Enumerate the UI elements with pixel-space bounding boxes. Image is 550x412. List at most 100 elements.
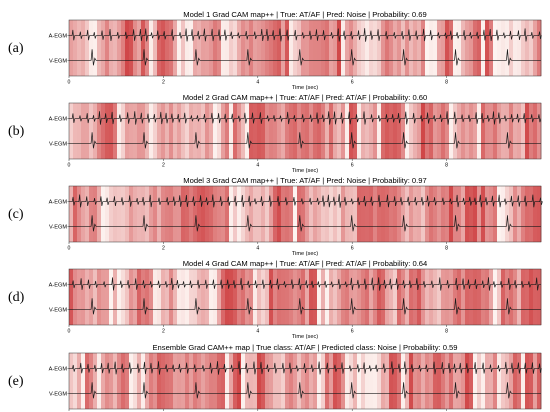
heatmap-cell [465, 103, 470, 159]
heatmap-cell [337, 353, 342, 409]
heatmap-cell [241, 20, 246, 76]
heatmap-cell [517, 353, 522, 409]
heatmap-cell [529, 20, 534, 76]
heatmap-cell [177, 186, 182, 242]
heatmap-cell [461, 186, 466, 242]
heatmap-cell [409, 186, 414, 242]
heatmap-cell [133, 103, 138, 159]
heatmap-cell [465, 20, 470, 76]
heatmap-cell [109, 20, 114, 76]
heatmap-cell [333, 269, 338, 325]
heatmap-cell [153, 103, 158, 159]
heatmap-cell [353, 103, 358, 159]
heatmap-cell [121, 20, 126, 76]
heatmap-cell [373, 103, 378, 159]
heatmap-cell [101, 20, 106, 76]
heatmap-cell [181, 353, 186, 409]
heatmap-cell [93, 186, 98, 242]
heatmap-cell [333, 353, 338, 409]
heatmap-cell [189, 353, 194, 409]
heatmap-cell [465, 186, 470, 242]
x-tick-label: 0 [68, 163, 71, 169]
heatmap-cell [517, 269, 522, 325]
plot-frame [68, 268, 542, 326]
heatmap-cell [245, 353, 250, 409]
heatmap-cell [353, 353, 358, 409]
heatmap-cell [393, 186, 398, 242]
heatmap-cell [509, 103, 514, 159]
heatmap-cell [417, 269, 422, 325]
heatmap-cell [101, 353, 106, 409]
heatmap-cell [417, 353, 422, 409]
heatmap-cell [201, 353, 206, 409]
heatmap-cell [349, 20, 354, 76]
heatmap-cell [481, 269, 486, 325]
heatmap-cell [221, 269, 226, 325]
lead-label-v-egm: V-EGM [49, 224, 67, 230]
heatmap-cell [357, 103, 362, 159]
heatmap-cell [429, 353, 434, 409]
heatmap-cell [517, 103, 522, 159]
heatmap-cell [105, 186, 110, 242]
lead-label-a-egm: A-EGM [49, 200, 68, 206]
heatmap-cell [85, 186, 90, 242]
heatmap-cell [477, 353, 482, 409]
heatmap-cell [369, 20, 374, 76]
heatmap-cell [73, 20, 78, 76]
heatmap-cell [453, 20, 458, 76]
heatmap-cell [265, 20, 270, 76]
heatmap-cell [209, 269, 214, 325]
heatmap-cell [233, 186, 238, 242]
heatmap-cell [225, 353, 230, 409]
x-tick-label: 2 [162, 329, 165, 335]
heatmap-cell [289, 20, 294, 76]
heatmap-cell [261, 20, 266, 76]
heatmap-cell [313, 20, 318, 76]
x-tick-label: 4 [256, 246, 259, 252]
heatmap-cell [141, 20, 146, 76]
heatmap-cell [441, 353, 446, 409]
heatmap-cell [409, 353, 414, 409]
heatmap-cell [213, 20, 218, 76]
heatmap-cell [413, 186, 418, 242]
heatmap-cell [533, 269, 538, 325]
heatmap-cell [405, 269, 410, 325]
heatmap-cell [217, 20, 222, 76]
a-egm-trace [69, 277, 541, 291]
heatmap-cell [221, 353, 226, 409]
heatmap-cell [361, 20, 366, 76]
heatmap-cell [481, 186, 486, 242]
panel-title: Model 1 Grad CAM map++ | True: AT/AF | P… [183, 10, 426, 19]
gradcam-heatmap [69, 103, 542, 159]
heatmap-cell [257, 186, 262, 242]
heatmap-cell [313, 186, 318, 242]
heatmap-cell [381, 353, 386, 409]
heatmap-cell [401, 186, 406, 242]
panel-title: Model 3 Grad CAM map++ | True: AT/AF | P… [183, 176, 426, 185]
heatmap-cell [237, 20, 242, 76]
heatmap-cell [377, 103, 382, 159]
heatmap-cell [477, 20, 482, 76]
heatmap-cell [265, 269, 270, 325]
heatmap-cell [469, 186, 474, 242]
heatmap-cell [381, 186, 386, 242]
v-egm-trace [69, 49, 541, 66]
heatmap-cell [153, 20, 158, 76]
heatmap-cell [137, 103, 142, 159]
heatmap-cell [341, 186, 346, 242]
heatmap-cell [401, 103, 406, 159]
heatmap-cell [281, 103, 286, 159]
heatmap-cell [361, 103, 366, 159]
heatmap-cell [505, 269, 510, 325]
heatmap-cell [361, 186, 366, 242]
heatmap-cell [161, 103, 166, 159]
heatmap-cell [225, 103, 230, 159]
heatmap-cell [389, 353, 394, 409]
heatmap-cell [173, 20, 178, 76]
heatmap-cell [445, 103, 450, 159]
heatmap-cell [449, 353, 454, 409]
heatmap-cell [137, 269, 142, 325]
heatmap-cell [225, 269, 230, 325]
heatmap-cell [181, 20, 186, 76]
heatmap-cell [529, 353, 534, 409]
